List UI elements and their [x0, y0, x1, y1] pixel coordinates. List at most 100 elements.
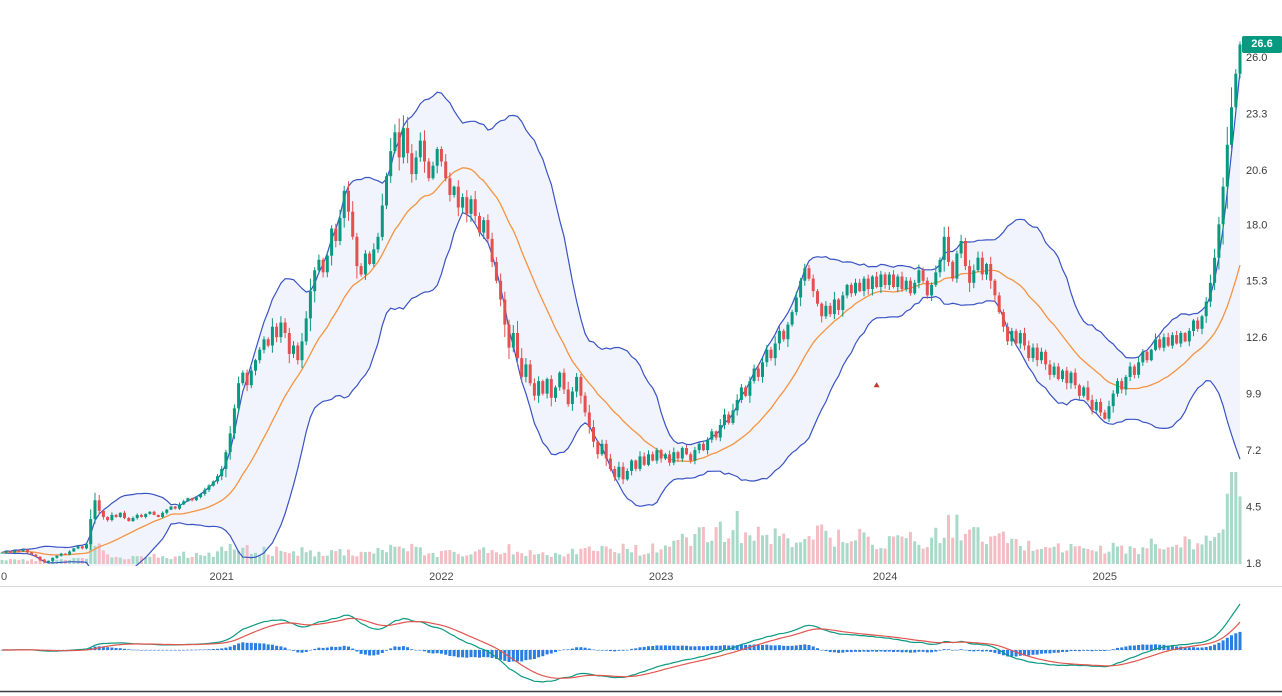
volume-bar [516, 551, 519, 564]
candle-body [908, 280, 912, 294]
candle-body [152, 511, 156, 515]
macd-histogram-bar [803, 644, 807, 650]
macd-histogram-bar [325, 647, 329, 650]
candle-body [528, 364, 532, 384]
macd-histogram-bar [194, 649, 198, 651]
candle-body [317, 259, 321, 271]
macd-histogram-bar [554, 650, 557, 653]
macd-histogram-bar [499, 650, 503, 660]
volume-bar [592, 550, 595, 564]
volume-bar [566, 553, 570, 564]
macd-histogram-bar [1158, 644, 1162, 650]
candle-body [156, 514, 160, 517]
volume-bar [368, 551, 372, 564]
macd-histogram-bar [917, 650, 921, 652]
candle-body [579, 376, 583, 396]
volume-bar [325, 555, 329, 564]
macd-histogram-bar [934, 650, 938, 652]
candle-body [321, 259, 325, 273]
candle-body [972, 270, 976, 283]
candle-body [338, 218, 342, 241]
macd-histogram-bar [625, 650, 629, 651]
volume-bar [1158, 548, 1162, 564]
volume-bar [448, 550, 452, 564]
volume-bar [110, 557, 114, 564]
macd-histogram-bar [516, 650, 519, 662]
volume-bar [773, 528, 777, 564]
candle-body [173, 506, 177, 509]
volume-bar [182, 551, 186, 564]
volume-bar [697, 527, 701, 564]
volume-bar [249, 553, 253, 564]
volume-bar [765, 534, 769, 564]
candle-body [520, 358, 524, 377]
volume-bar [1039, 548, 1043, 564]
macd-histogram-bar [832, 650, 836, 653]
candle-body [963, 241, 967, 267]
macd-pane[interactable] [0, 603, 1242, 683]
macd-histogram-bar [739, 644, 743, 650]
macd-histogram-bar [511, 650, 515, 662]
candle-body [169, 506, 173, 510]
macd-histogram-bar [993, 650, 997, 653]
candle-body [630, 460, 634, 471]
macd-histogram-bar [1010, 650, 1014, 657]
candle-body [820, 303, 824, 317]
macd-histogram-bar [528, 650, 532, 660]
bollinger-lower-band [1, 211, 1241, 566]
candle-body [224, 452, 228, 469]
volume-bar [72, 558, 76, 564]
candle-body [51, 557, 55, 561]
volume-bar [1065, 550, 1069, 564]
macd-histogram-bar [363, 650, 367, 655]
candle-body [127, 518, 131, 522]
candle-body [1238, 44, 1242, 74]
volume-bar [144, 557, 148, 564]
candle-body [824, 305, 828, 317]
volume-bar [283, 551, 287, 564]
volume-bar [947, 514, 950, 564]
volume-bar [25, 560, 29, 564]
volume-bar [887, 536, 891, 564]
candle-body [1014, 330, 1018, 344]
candle-body [558, 372, 562, 388]
time-axis[interactable]: 0 2021 2022 2023 2024 2025 [1, 571, 1117, 583]
volume-bar [583, 548, 587, 564]
macd-histogram-bar [858, 650, 862, 652]
candle-body [570, 391, 574, 404]
candle-body [875, 276, 879, 287]
volume-bar [545, 555, 549, 564]
volume-bar [710, 540, 714, 564]
volume-bar [304, 552, 308, 564]
volume-bar [165, 558, 169, 564]
volume-bar [439, 551, 443, 564]
price-axis-label: 7.2 [1246, 445, 1261, 457]
macd-histogram-bar [1044, 650, 1048, 654]
price-axis[interactable]: 26.0 23.3 20.6 18.0 15.3 12.6 9.9 7.2 4.5 1.8 [1246, 52, 1267, 570]
volume-bar [858, 528, 862, 564]
macd-histogram-bar [765, 644, 769, 650]
volume-bar [359, 551, 363, 564]
candle-body [478, 215, 481, 233]
macd-histogram-bar [613, 650, 617, 652]
volume-bar [444, 550, 448, 564]
candle-body [1141, 351, 1145, 363]
volume-bar [676, 540, 680, 564]
macd-histogram-bar [368, 650, 372, 656]
volume-bar [1132, 548, 1136, 564]
volume-bar [490, 550, 494, 564]
volume-bar [756, 526, 760, 564]
volume-bar [604, 546, 608, 564]
candle-body [866, 278, 870, 290]
candle-body [68, 551, 72, 555]
candle-body [194, 497, 198, 501]
volume-bar [799, 542, 803, 564]
candle-body [659, 450, 663, 459]
macd-histogram-bar [1094, 650, 1098, 651]
candle-body [1120, 381, 1124, 390]
candle-body [330, 228, 334, 256]
candle-body [1031, 347, 1035, 359]
volume-bar [837, 529, 841, 564]
macd-histogram-bar [385, 650, 388, 651]
